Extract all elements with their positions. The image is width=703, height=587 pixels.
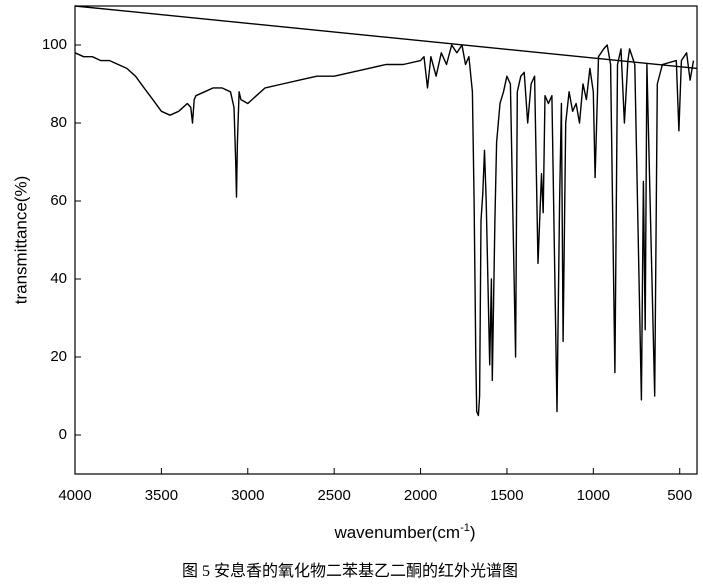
spectrum-line [74, 44, 695, 417]
caption: 图 5 安息香的氧化物二苯基乙二酮的红外光谱图 [182, 562, 518, 580]
x-tick-label: 3500 [145, 487, 178, 504]
y-tick-label: 80 [50, 114, 67, 131]
y-tick-label: 100 [42, 36, 67, 53]
plot-frame [74, 5, 698, 475]
x-tick-label: 4000 [58, 487, 91, 504]
x-label-main: wavenumber(cm [333, 523, 460, 542]
y-tick-label: 40 [50, 270, 67, 287]
x-tick-label: 3000 [231, 487, 264, 504]
x-tick-label: 500 [667, 487, 692, 504]
x-tick-label: 2500 [317, 487, 350, 504]
y-tick-label: 0 [59, 426, 67, 443]
y-axis-label: transmittance(%) [11, 176, 30, 304]
spectrum-line [74, 5, 698, 70]
y-tick-label: 60 [50, 192, 67, 209]
x-tick-label: 1500 [490, 487, 523, 504]
x-label-end: ) [470, 523, 476, 542]
x-tick-label: 1000 [577, 487, 610, 504]
x-axis-label: wavenumber(cm-1) [333, 522, 475, 542]
x-label-sup: -1 [460, 522, 470, 534]
x-tick-label: 2000 [404, 487, 437, 504]
y-tick-label: 20 [50, 348, 67, 365]
